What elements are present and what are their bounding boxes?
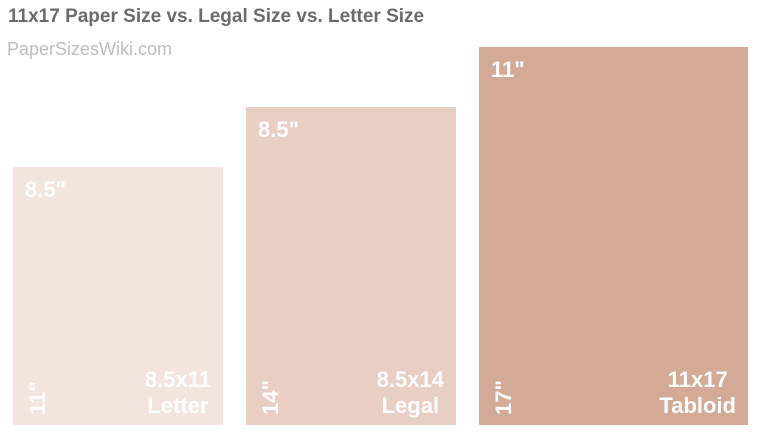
legal-width-label: 8.5" — [258, 117, 300, 142]
tabloid-height-label: 17" — [491, 380, 516, 415]
legal-name-label: Legal — [381, 393, 440, 418]
tabloid-size-label: 11x17 — [667, 367, 728, 392]
legal-size-label: 8.5x14 — [376, 367, 444, 392]
legal-height-label: 14" — [258, 380, 283, 415]
letter-sheet: 8.5" 11" 8.5x11 Letter — [13, 167, 223, 425]
tabloid-name-block: 11x17 Tabloid — [659, 367, 736, 419]
letter-height-label: 11" — [25, 381, 50, 415]
tabloid-width-label: 11" — [491, 57, 525, 82]
letter-width-label: 8.5" — [25, 177, 67, 202]
letter-name-label: Letter — [147, 393, 209, 418]
page-title: 11x17 Paper Size vs. Legal Size vs. Lett… — [8, 6, 425, 27]
legal-name-block: 8.5x14 Legal — [377, 367, 444, 419]
legal-sheet: 8.5" 14" 8.5x14 Legal — [246, 107, 456, 425]
letter-name-block: 8.5x11 Letter — [145, 367, 211, 419]
tabloid-sheet: 11" 17" 11x17 Tabloid — [479, 47, 748, 425]
watermark: PaperSizesWiki.com — [7, 39, 173, 59]
tabloid-name-label: Tabloid — [659, 393, 736, 418]
letter-size-label: 8.5x11 — [144, 367, 211, 392]
